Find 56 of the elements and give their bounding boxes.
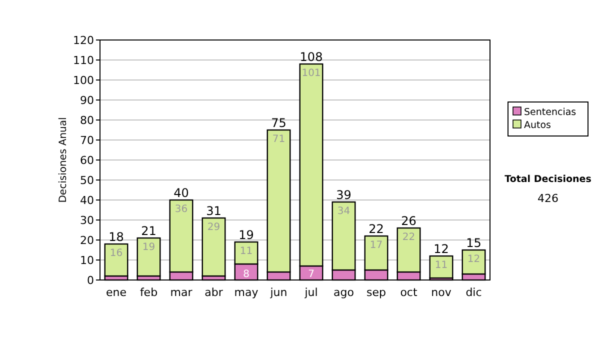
x-tick-label: ene <box>106 286 127 299</box>
data-label: 17 <box>370 240 383 251</box>
data-label: 71 <box>272 134 286 145</box>
y-tick-label: 20 <box>80 234 94 247</box>
total-label: 40 <box>174 186 189 200</box>
total-label: 18 <box>108 230 124 244</box>
y-tick-label: 50 <box>80 174 94 187</box>
total-label: 108 <box>300 50 323 64</box>
text: Total Decisiones <box>504 174 592 185</box>
x-tick-label: feb <box>140 286 158 299</box>
data-label: 36 <box>174 204 188 215</box>
total-label: 26 <box>401 214 416 228</box>
data-label: 29 <box>207 222 220 233</box>
total-label: 39 <box>336 188 352 202</box>
y-tick-label: 30 <box>80 214 94 227</box>
x-tick-label: mar <box>170 286 193 299</box>
legend-label: Sentencias <box>524 107 576 118</box>
total-label: 19 <box>238 228 254 242</box>
y-tick-label: 100 <box>73 74 94 87</box>
data-label: 101 <box>302 68 321 79</box>
x-tick-label: jun <box>269 286 288 299</box>
y-tick-label: 0 <box>87 274 94 287</box>
data-label: 11 <box>434 260 448 271</box>
total-label: 15 <box>466 236 482 250</box>
text: 426 <box>538 192 558 205</box>
total-label: 75 <box>271 116 286 130</box>
x-tick-label: ago <box>334 286 354 299</box>
y-tick-label: 120 <box>73 34 94 47</box>
y-tick-label: 110 <box>73 54 94 67</box>
x-tick-label: jul <box>304 286 318 299</box>
y-tick-label: 90 <box>80 94 94 107</box>
x-tick-label: dic <box>466 286 482 299</box>
x-tick-label: may <box>234 286 259 299</box>
data-label: 8 <box>243 269 250 280</box>
data-label: 7 <box>308 269 314 280</box>
y-tick-label: 40 <box>80 194 94 207</box>
y-tick-label: 80 <box>80 114 94 127</box>
x-tick-label: abr <box>204 286 224 299</box>
y-tick-label: 70 <box>80 134 94 147</box>
total-label: 31 <box>206 204 222 218</box>
data-label: 34 <box>337 206 350 217</box>
y-axis-title: Decisiones Anual <box>58 117 69 203</box>
data-label: 16 <box>110 248 123 259</box>
total-label: 12 <box>434 242 449 256</box>
total-label: 22 <box>368 222 384 236</box>
legend-label: Autos <box>524 120 552 131</box>
y-tick-label: 10 <box>80 254 94 267</box>
data-label: 19 <box>142 242 156 253</box>
x-tick-label: oct <box>400 286 418 299</box>
total-label: 21 <box>141 224 156 238</box>
data-label: 11 <box>240 246 253 257</box>
data-label: 22 <box>402 232 416 243</box>
x-tick-label: sep <box>366 286 386 299</box>
x-tick-label: nov <box>431 286 452 299</box>
y-tick-label: 60 <box>80 154 94 167</box>
data-label: 12 <box>467 254 480 265</box>
